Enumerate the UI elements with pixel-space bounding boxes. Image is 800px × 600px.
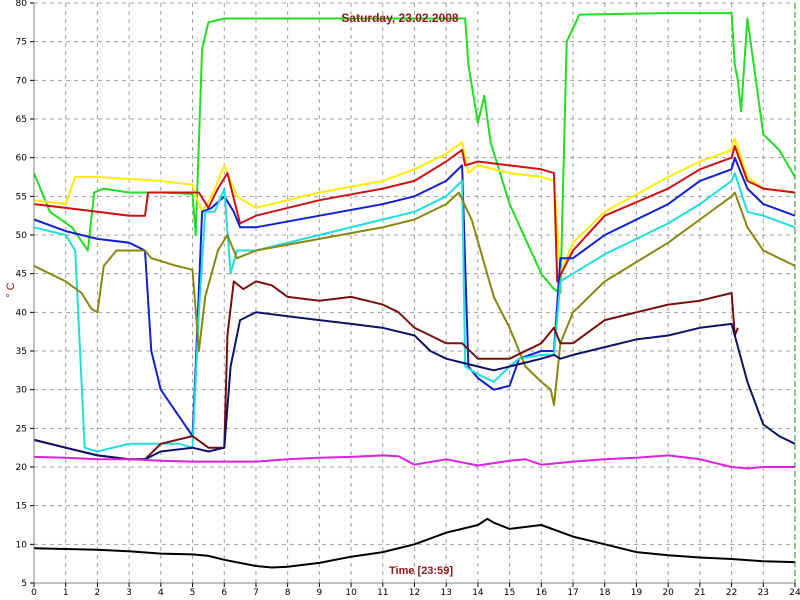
- x-tick-label: 4: [158, 588, 164, 598]
- x-tick-label: 17: [567, 588, 578, 598]
- x-tick-label: 11: [377, 588, 388, 598]
- y-tick-label: 45: [16, 270, 27, 280]
- grid-lines: [34, 2, 795, 583]
- series-line-8: [33, 311, 796, 461]
- y-tick-label: 40: [16, 308, 28, 318]
- y-tick-label: 35: [16, 347, 27, 357]
- y-tick-label: 55: [16, 192, 27, 202]
- series-line-10: [33, 517, 796, 569]
- x-tick-label: 7: [253, 588, 259, 598]
- y-tick-label: 10: [16, 540, 28, 550]
- y-tick-label: 20: [16, 463, 28, 473]
- series-line-1: [33, 12, 796, 294]
- x-tick-label: 3: [126, 588, 132, 598]
- series-line-7: [33, 280, 739, 461]
- x-tick-label: 12: [409, 588, 420, 598]
- x-tick-label: 14: [472, 588, 484, 598]
- x-tick-label: 15: [504, 588, 515, 598]
- x-tick-label: 2: [95, 588, 101, 598]
- y-tick-label: 25: [16, 424, 27, 434]
- y-tick-label: 65: [16, 115, 27, 125]
- series-line-6: [33, 191, 796, 407]
- y-tick-labels: 5 10 15 20 25 30 35 40 45 50 55 60 65 70 75 80: [16, 0, 34, 589]
- x-axis-label: Time [23:59]: [389, 565, 453, 577]
- x-tick-label: 20: [662, 588, 674, 598]
- x-tick-labels: 0 1 2 3 4 5 6 7 8 9 10 11 12 13 14 15 16 17 18 19 20 21 22 23 24: [31, 583, 800, 598]
- y-tick-label: 80: [16, 0, 28, 9]
- series-line-3: [33, 145, 796, 283]
- x-tick-label: 23: [758, 588, 769, 598]
- x-tick-label: 0: [31, 588, 37, 598]
- x-tick-label: 1: [63, 588, 69, 598]
- y-tick-label: 75: [16, 38, 27, 48]
- y-tick-label: 5: [21, 579, 27, 589]
- y-tick-label: 60: [16, 154, 28, 164]
- series-line-4: [33, 156, 796, 438]
- y-tick-label: 30: [16, 386, 28, 396]
- chart-title: Saturday, 23.02.2008: [341, 11, 459, 25]
- x-tick-label: 10: [345, 588, 357, 598]
- series-line-9: [33, 454, 795, 470]
- y-axis-label: ° C: [5, 282, 17, 297]
- y-tick-label: 15: [16, 502, 27, 512]
- x-tick-label: 19: [631, 588, 643, 598]
- y-tick-label: 50: [16, 231, 28, 241]
- x-tick-label: 6: [221, 588, 227, 598]
- x-tick-label: 8: [285, 588, 291, 598]
- x-tick-label: 16: [536, 588, 548, 598]
- x-tick-label: 21: [694, 588, 705, 598]
- series-line-2: [33, 137, 796, 275]
- y-tick-label: 70: [16, 76, 28, 86]
- x-tick-label: 24: [789, 588, 800, 598]
- x-tick-label: 18: [599, 588, 611, 598]
- x-tick-label: 9: [317, 588, 323, 598]
- x-tick-label: 13: [440, 588, 451, 598]
- x-tick-label: 22: [726, 588, 737, 598]
- series-layer: [33, 12, 796, 569]
- x-tick-label: 5: [190, 588, 196, 598]
